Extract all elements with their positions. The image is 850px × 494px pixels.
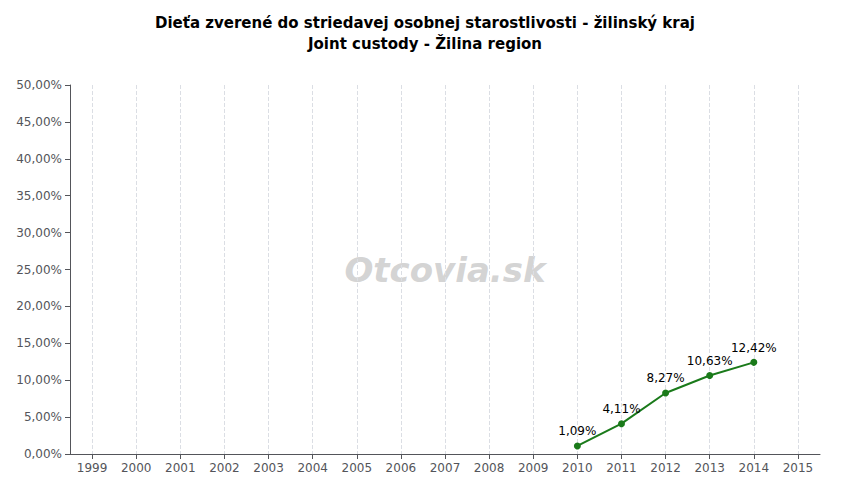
svg-text:2004: 2004 (297, 461, 328, 475)
svg-text:Joint custody - Žilina region: Joint custody - Žilina region (307, 34, 542, 53)
svg-text:2015: 2015 (783, 461, 814, 475)
svg-text:10,00%: 10,00% (16, 373, 62, 387)
svg-text:2007: 2007 (430, 461, 461, 475)
svg-text:1,09%: 1,09% (558, 424, 596, 438)
svg-text:4,11%: 4,11% (602, 402, 640, 416)
svg-text:30,00%: 30,00% (16, 226, 62, 240)
svg-text:15,00%: 15,00% (16, 336, 62, 350)
svg-text:50,00%: 50,00% (16, 78, 62, 92)
svg-text:0,00%: 0,00% (24, 447, 62, 461)
svg-text:2009: 2009 (518, 461, 549, 475)
svg-text:1999: 1999 (77, 461, 108, 475)
svg-text:5,00%: 5,00% (24, 410, 62, 424)
svg-text:Dieťa zverené do striedavej os: Dieťa zverené do striedavej osobnej star… (155, 14, 695, 32)
svg-text:Otcovia.sk: Otcovia.sk (344, 250, 548, 290)
svg-text:40,00%: 40,00% (16, 152, 62, 166)
svg-text:2003: 2003 (253, 461, 284, 475)
svg-text:20,00%: 20,00% (16, 299, 62, 313)
svg-text:25,00%: 25,00% (16, 263, 62, 277)
svg-text:2014: 2014 (739, 461, 770, 475)
svg-text:8,27%: 8,27% (647, 371, 685, 385)
svg-text:2011: 2011 (606, 461, 637, 475)
svg-text:2001: 2001 (165, 461, 196, 475)
svg-text:2012: 2012 (650, 461, 681, 475)
svg-text:2002: 2002 (209, 461, 240, 475)
svg-text:2013: 2013 (694, 461, 725, 475)
svg-text:2008: 2008 (474, 461, 505, 475)
svg-text:12,42%: 12,42% (731, 341, 777, 355)
svg-text:10,63%: 10,63% (687, 354, 733, 368)
svg-text:35,00%: 35,00% (16, 189, 62, 203)
svg-text:2006: 2006 (386, 461, 417, 475)
svg-text:2000: 2000 (121, 461, 152, 475)
svg-text:2010: 2010 (562, 461, 593, 475)
svg-text:2005: 2005 (341, 461, 372, 475)
svg-text:45,00%: 45,00% (16, 115, 62, 129)
